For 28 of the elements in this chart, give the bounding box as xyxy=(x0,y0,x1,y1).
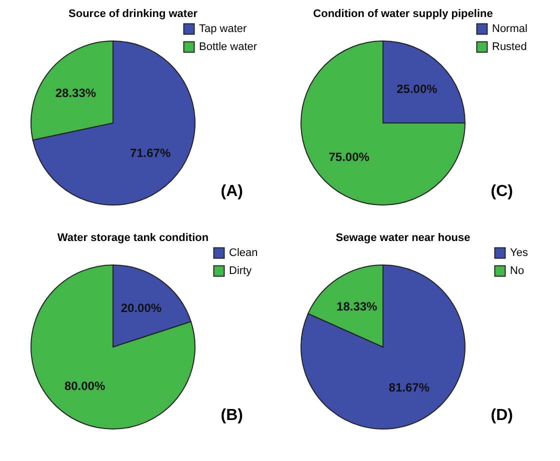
chart-title: Sewage water near house xyxy=(336,232,470,244)
pie-slice xyxy=(300,264,466,430)
data-label: 81.67% xyxy=(388,380,430,394)
legend-label: Bottle water xyxy=(199,41,258,53)
pie-slice xyxy=(30,264,196,430)
text: (B) xyxy=(220,407,243,424)
chart-title: Source of drinking water xyxy=(68,8,198,20)
legend-label: Clean xyxy=(229,247,258,259)
data-label: 18.33% xyxy=(336,300,378,314)
data-label: 80.00% xyxy=(64,378,106,393)
chart-title: Water storage tank condition xyxy=(57,232,209,244)
data-label: 75.00% xyxy=(328,150,370,164)
text: (C) xyxy=(490,183,513,200)
pie-slice xyxy=(300,40,466,206)
pie-slice xyxy=(32,40,196,206)
legend-label: No xyxy=(510,265,524,277)
legend-label: Yes xyxy=(510,247,528,259)
text: (D) xyxy=(490,407,513,424)
legend-label: Normal xyxy=(492,23,528,35)
data-label: 20.00% xyxy=(120,301,162,316)
legend-label: Tap water xyxy=(199,23,248,35)
chart-title: Condition of water supply pipeline xyxy=(313,8,493,20)
legend-label: Rusted xyxy=(492,41,527,53)
data-label: 71.67% xyxy=(130,146,171,160)
text: (A) xyxy=(220,183,243,200)
data-label: 25.00% xyxy=(396,82,438,96)
data-label: 28.33% xyxy=(55,86,96,100)
legend-label: Dirty xyxy=(229,265,252,277)
